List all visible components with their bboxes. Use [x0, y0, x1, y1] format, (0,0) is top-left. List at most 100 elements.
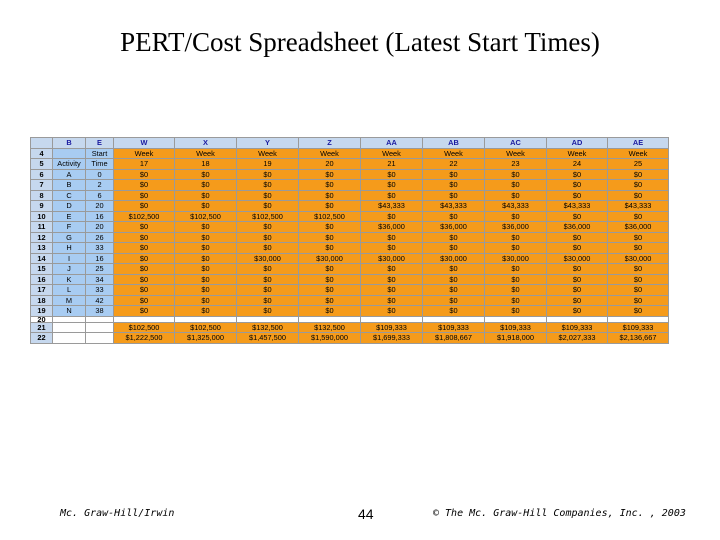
table-cell: $1,918,000	[484, 332, 547, 344]
table-cell	[607, 315, 669, 323]
table-cell: $0	[298, 179, 361, 191]
table-cell: $1,699,333	[360, 332, 423, 344]
table-row: 12 G 26 $0 $0 $0 $0 $0 $0 $0 $0 $0	[30, 231, 669, 243]
table-cell: J	[52, 263, 86, 275]
table-cell: $43,333	[484, 200, 547, 212]
table-cell: $0	[607, 231, 669, 243]
table-cell: $0	[607, 273, 669, 285]
table-cell: Week	[298, 147, 361, 159]
table-cell: $109,333	[484, 321, 547, 333]
table-cell: 17	[113, 158, 175, 170]
table-cell: $0	[298, 294, 361, 306]
table-cell: H	[52, 242, 86, 254]
table-cell: $0	[113, 305, 175, 317]
row-number: 18	[30, 294, 53, 306]
table-cell: $0	[236, 305, 299, 317]
table-cell: $0	[607, 210, 669, 222]
column-header: Z	[298, 137, 361, 149]
table-row: 18 M 42 $0 $0 $0 $0 $0 $0 $0 $0 $0	[30, 294, 669, 306]
table-cell: $0	[113, 168, 175, 180]
table-cell: 22	[422, 158, 485, 170]
row-number: 11	[30, 221, 53, 233]
table-cell: $0	[236, 221, 299, 233]
table-row: 21 $102,500 $102,500 $132,500 $132,500 $109,3…	[30, 321, 669, 333]
table-row: 4 Start Week Week Week Week Week Week Week Week We…	[30, 147, 669, 159]
table-cell: $30,000	[484, 252, 547, 264]
table-cell: $43,333	[422, 200, 485, 212]
table-cell: B	[52, 179, 86, 191]
table-row: 16 K 34 $0 $0 $0 $0 $0 $0 $0 $0 $0	[30, 273, 669, 285]
table-row: 20	[30, 315, 669, 323]
table-cell: $0	[360, 294, 423, 306]
table-cell: $0	[422, 231, 485, 243]
table-cell: $0	[113, 200, 175, 212]
table-cell: $0	[236, 273, 299, 285]
table-cell: $1,590,000	[298, 332, 361, 344]
table-cell: 23	[484, 158, 547, 170]
column-header: X	[174, 137, 237, 149]
table-row: 5 Activity Time 17 18 19 20 21 22 23 24 25	[30, 158, 669, 170]
table-cell: Time	[85, 158, 114, 170]
row-number: 4	[30, 147, 53, 159]
table-cell: 33	[85, 284, 114, 296]
table-cell: Start	[85, 147, 114, 159]
table-cell: $0	[422, 273, 485, 285]
table-cell: Week	[113, 147, 175, 159]
table-cell: M	[52, 294, 86, 306]
table-cell: $0	[236, 200, 299, 212]
table-cell: 16	[85, 252, 114, 264]
table-cell: $2,136,667	[607, 332, 669, 344]
table-cell: $0	[298, 284, 361, 296]
table-cell: $0	[422, 284, 485, 296]
table-cell: $0	[607, 294, 669, 306]
pert-cost-spreadsheet: B E W X Y Z AA AB AC AD AE 4 Start Week Week Week Week We…	[30, 137, 669, 344]
table-cell: $0	[174, 305, 237, 317]
table-cell: $0	[298, 168, 361, 180]
table-cell: I	[52, 252, 86, 264]
table-cell: $43,333	[360, 200, 423, 212]
row-number: 7	[30, 179, 53, 191]
table-cell: $102,500	[298, 210, 361, 222]
table-cell: $0	[236, 242, 299, 254]
column-header: B	[52, 137, 86, 149]
table-cell: 26	[85, 231, 114, 243]
column-header: Y	[236, 137, 299, 149]
table-cell: Week	[484, 147, 547, 159]
table-row: 11 F 20 $0 $0 $0 $0 $36,000 $36,000 $36,000 $36,00…	[30, 221, 669, 233]
row-number: 21	[30, 321, 53, 333]
page-number: 44	[358, 506, 374, 522]
table-cell: $0	[298, 263, 361, 275]
table-cell: $0	[174, 179, 237, 191]
copyright-label: © The Mc. Graw-Hill Companies, Inc. , 20…	[433, 508, 686, 519]
table-cell: 42	[85, 294, 114, 306]
table-cell: $30,000	[360, 252, 423, 264]
table-cell: $0	[607, 179, 669, 191]
table-cell: G	[52, 231, 86, 243]
table-cell: $0	[298, 273, 361, 285]
table-cell: $30,000	[236, 252, 299, 264]
table-cell: $0	[360, 273, 423, 285]
table-cell	[52, 147, 86, 159]
table-cell: $132,500	[236, 321, 299, 333]
table-cell: E	[52, 210, 86, 222]
table-cell: $0	[546, 179, 608, 191]
table-cell: $0	[607, 263, 669, 275]
table-cell	[85, 321, 114, 333]
table-cell: $2,027,333	[546, 332, 608, 344]
table-cell: $102,500	[236, 210, 299, 222]
table-cell: $0	[174, 189, 237, 201]
table-cell: $0	[113, 263, 175, 275]
row-number: 6	[30, 168, 53, 180]
table-cell: A	[52, 168, 86, 180]
table-cell: $0	[546, 305, 608, 317]
table-cell: $36,000	[422, 221, 485, 233]
slide-title: PERT/Cost Spreadsheet (Latest Start Time…	[120, 27, 600, 57]
table-cell: 20	[85, 200, 114, 212]
table-cell: $0	[298, 200, 361, 212]
table-cell: $0	[236, 189, 299, 201]
table-cell: $30,000	[422, 252, 485, 264]
table-cell: $0	[546, 263, 608, 275]
table-cell: $43,333	[546, 200, 608, 212]
table-cell: $0	[484, 263, 547, 275]
table-row: 8 C 6 $0 $0 $0 $0 $0 $0 $0 $0 $0	[30, 189, 669, 201]
